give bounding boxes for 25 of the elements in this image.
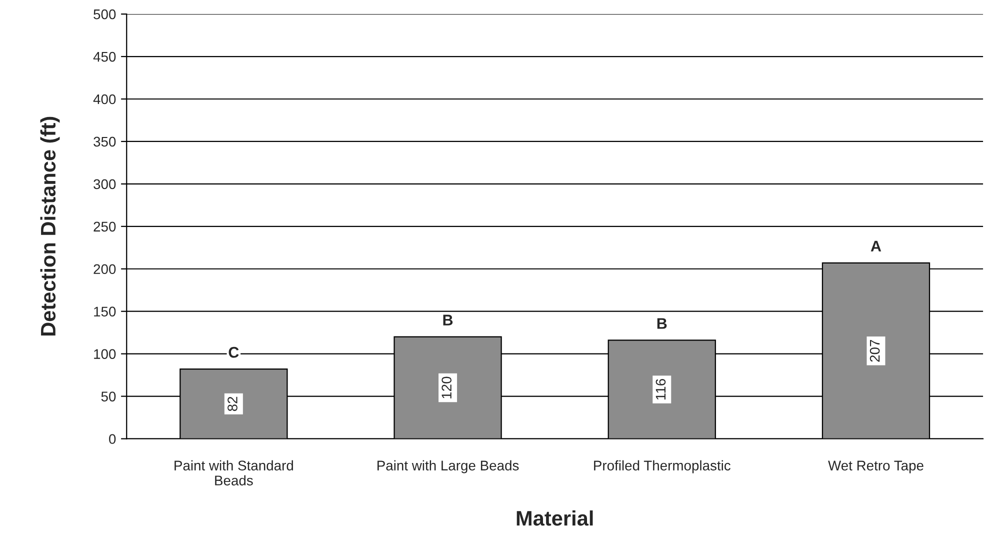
- data-label: 120: [442, 376, 452, 398]
- x-tick-label: Paint with Standard Beads: [174, 460, 293, 486]
- y-tick-label: 400: [93, 94, 116, 104]
- data-label: 207: [870, 340, 880, 362]
- annotation: A: [870, 240, 882, 252]
- y-tick-label: 200: [94, 264, 116, 274]
- y-tick-label: 350: [94, 136, 116, 147]
- x-tick-label: Paint with Large Beads: [378, 460, 519, 474]
- y-tick-label: 150: [94, 306, 116, 317]
- data-label: 82: [228, 396, 238, 412]
- y-tick-label: 50: [101, 392, 116, 402]
- y-tick-label: 450: [93, 52, 116, 62]
- data-label: 116: [656, 379, 666, 400]
- annotation: B: [657, 318, 667, 329]
- y-tick-label: 250: [94, 222, 116, 232]
- x-tick-label: Profiled Thermoplastic: [594, 460, 730, 474]
- annotation: B: [443, 314, 453, 326]
- y-tick-label: 500: [94, 9, 116, 20]
- y-tick-label: 100: [94, 349, 116, 359]
- y-tick-label: 300: [94, 179, 116, 190]
- y-axis-title: Detection Distance (ft): [40, 116, 60, 336]
- y-tick-label: 0: [109, 434, 116, 444]
- annotation: C: [228, 346, 239, 358]
- x-axis-title: Material: [516, 510, 593, 526]
- x-tick-label: Wet Retro Tape: [828, 460, 924, 474]
